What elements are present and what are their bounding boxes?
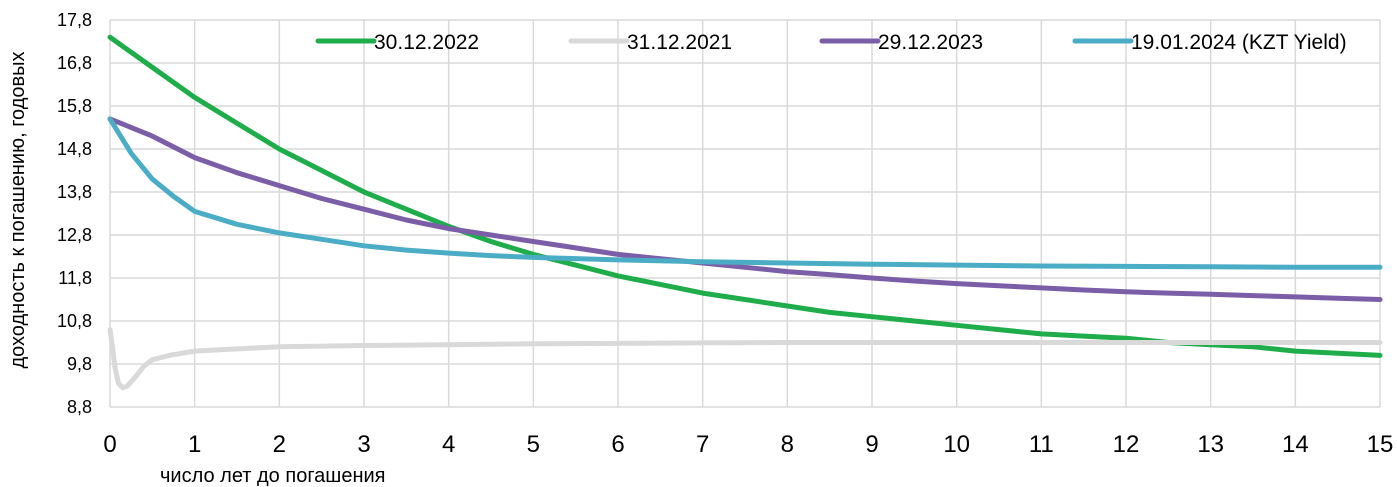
- y-tick-label: 8,8: [67, 397, 92, 417]
- series-line-1: [107, 327, 1383, 391]
- x-tick-label: 15: [1367, 431, 1394, 458]
- x-tick-label: 5: [527, 431, 540, 458]
- series-line-0: [107, 34, 1383, 358]
- x-tick-label: 11: [1029, 431, 1054, 458]
- legend-label-2: 29.12.2023: [878, 31, 983, 54]
- y-tick-label: 12,8: [57, 225, 92, 245]
- x-tick-label: 13: [1197, 431, 1224, 458]
- x-tick-label: 8: [781, 431, 794, 458]
- x-tick-label: 10: [943, 431, 970, 458]
- y-tick-label: 10,8: [57, 311, 92, 331]
- series-line-3: [107, 116, 1383, 270]
- x-tick-label: 7: [696, 431, 709, 458]
- x-tick-label: 12: [1113, 431, 1140, 458]
- x-tick-label: 0: [103, 431, 116, 458]
- y-tick-label: 15,8: [57, 96, 92, 116]
- legend-label-3: 19.01.2024 (KZT Yield): [1131, 31, 1347, 54]
- x-tick-label: 3: [357, 431, 370, 458]
- x-tick-labels: 0 1 2 3 4 5 6 7 8 9 10 11 12 13 14 15: [103, 431, 1393, 458]
- y-tick-label: 16,8: [57, 53, 92, 73]
- x-axis-title: число лет до погашения: [160, 465, 386, 487]
- legend-label-1: 31.12.2021: [627, 31, 732, 54]
- series-line-2: [107, 116, 1383, 302]
- y-axis-title: доходность к погашению, годовых: [7, 51, 29, 368]
- y-tick-label: 13,8: [57, 182, 92, 202]
- x-tick-label: 4: [442, 431, 455, 458]
- y-tick-label: 14,8: [57, 139, 92, 159]
- y-tick-label: 11,8: [58, 268, 92, 288]
- y-tick-label: 9,8: [67, 354, 92, 374]
- series-lines: [107, 34, 1383, 391]
- x-tick-label: 14: [1282, 431, 1309, 458]
- x-tick-label: 9: [865, 431, 878, 458]
- x-tick-label: 1: [188, 431, 201, 458]
- x-tick-label: 6: [611, 431, 624, 458]
- x-tick-label: 2: [273, 431, 286, 458]
- legend-label-0: 30.12.2022: [374, 31, 479, 54]
- legend: 30.12.2022 31.12.2021 29.12.2023 19.01.2024…: [315, 31, 1347, 54]
- y-tick-label: 17,8: [57, 10, 92, 30]
- y-tick-labels: 8,8 9,8 10,8 11,8 12,8 13,8 14,8 15,8 16,8 17,8: [57, 10, 92, 417]
